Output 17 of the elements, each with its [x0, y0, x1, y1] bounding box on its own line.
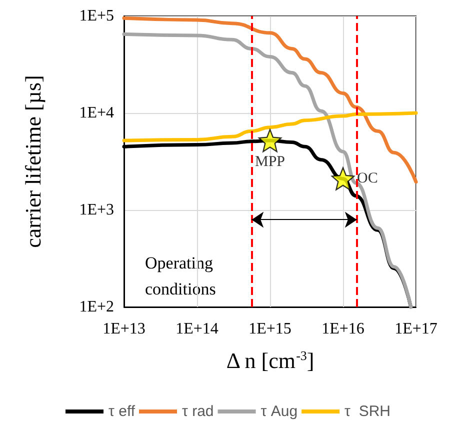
annotation: Operating conditions — [145, 254, 218, 298]
x-tick-label: 1E+15 — [248, 320, 292, 338]
annotation: MPP — [254, 154, 286, 170]
y-tick-label: 1E+4 — [79, 104, 114, 122]
y-tick-label: 1E+5 — [79, 8, 114, 24]
y-tick-label: 1E+2 — [79, 298, 114, 316]
x-tick-label: 1E+13 — [102, 320, 146, 338]
legend-label: τ Aug — [260, 403, 298, 420]
legend-label: τ rad — [182, 403, 214, 420]
x-tick-label: 1E+16 — [322, 320, 364, 338]
x-tick-label: 1E+14 — [176, 320, 218, 338]
x-tick-label: 1E+17 — [394, 320, 438, 338]
annotation: OC — [357, 170, 378, 187]
y-axis-title: carrier lifetime [µs] — [20, 75, 46, 248]
y-tick-label: 1E+3 — [79, 202, 114, 218]
legend-label: τ eff — [108, 403, 136, 420]
legend-label: τ SRH — [344, 403, 390, 420]
